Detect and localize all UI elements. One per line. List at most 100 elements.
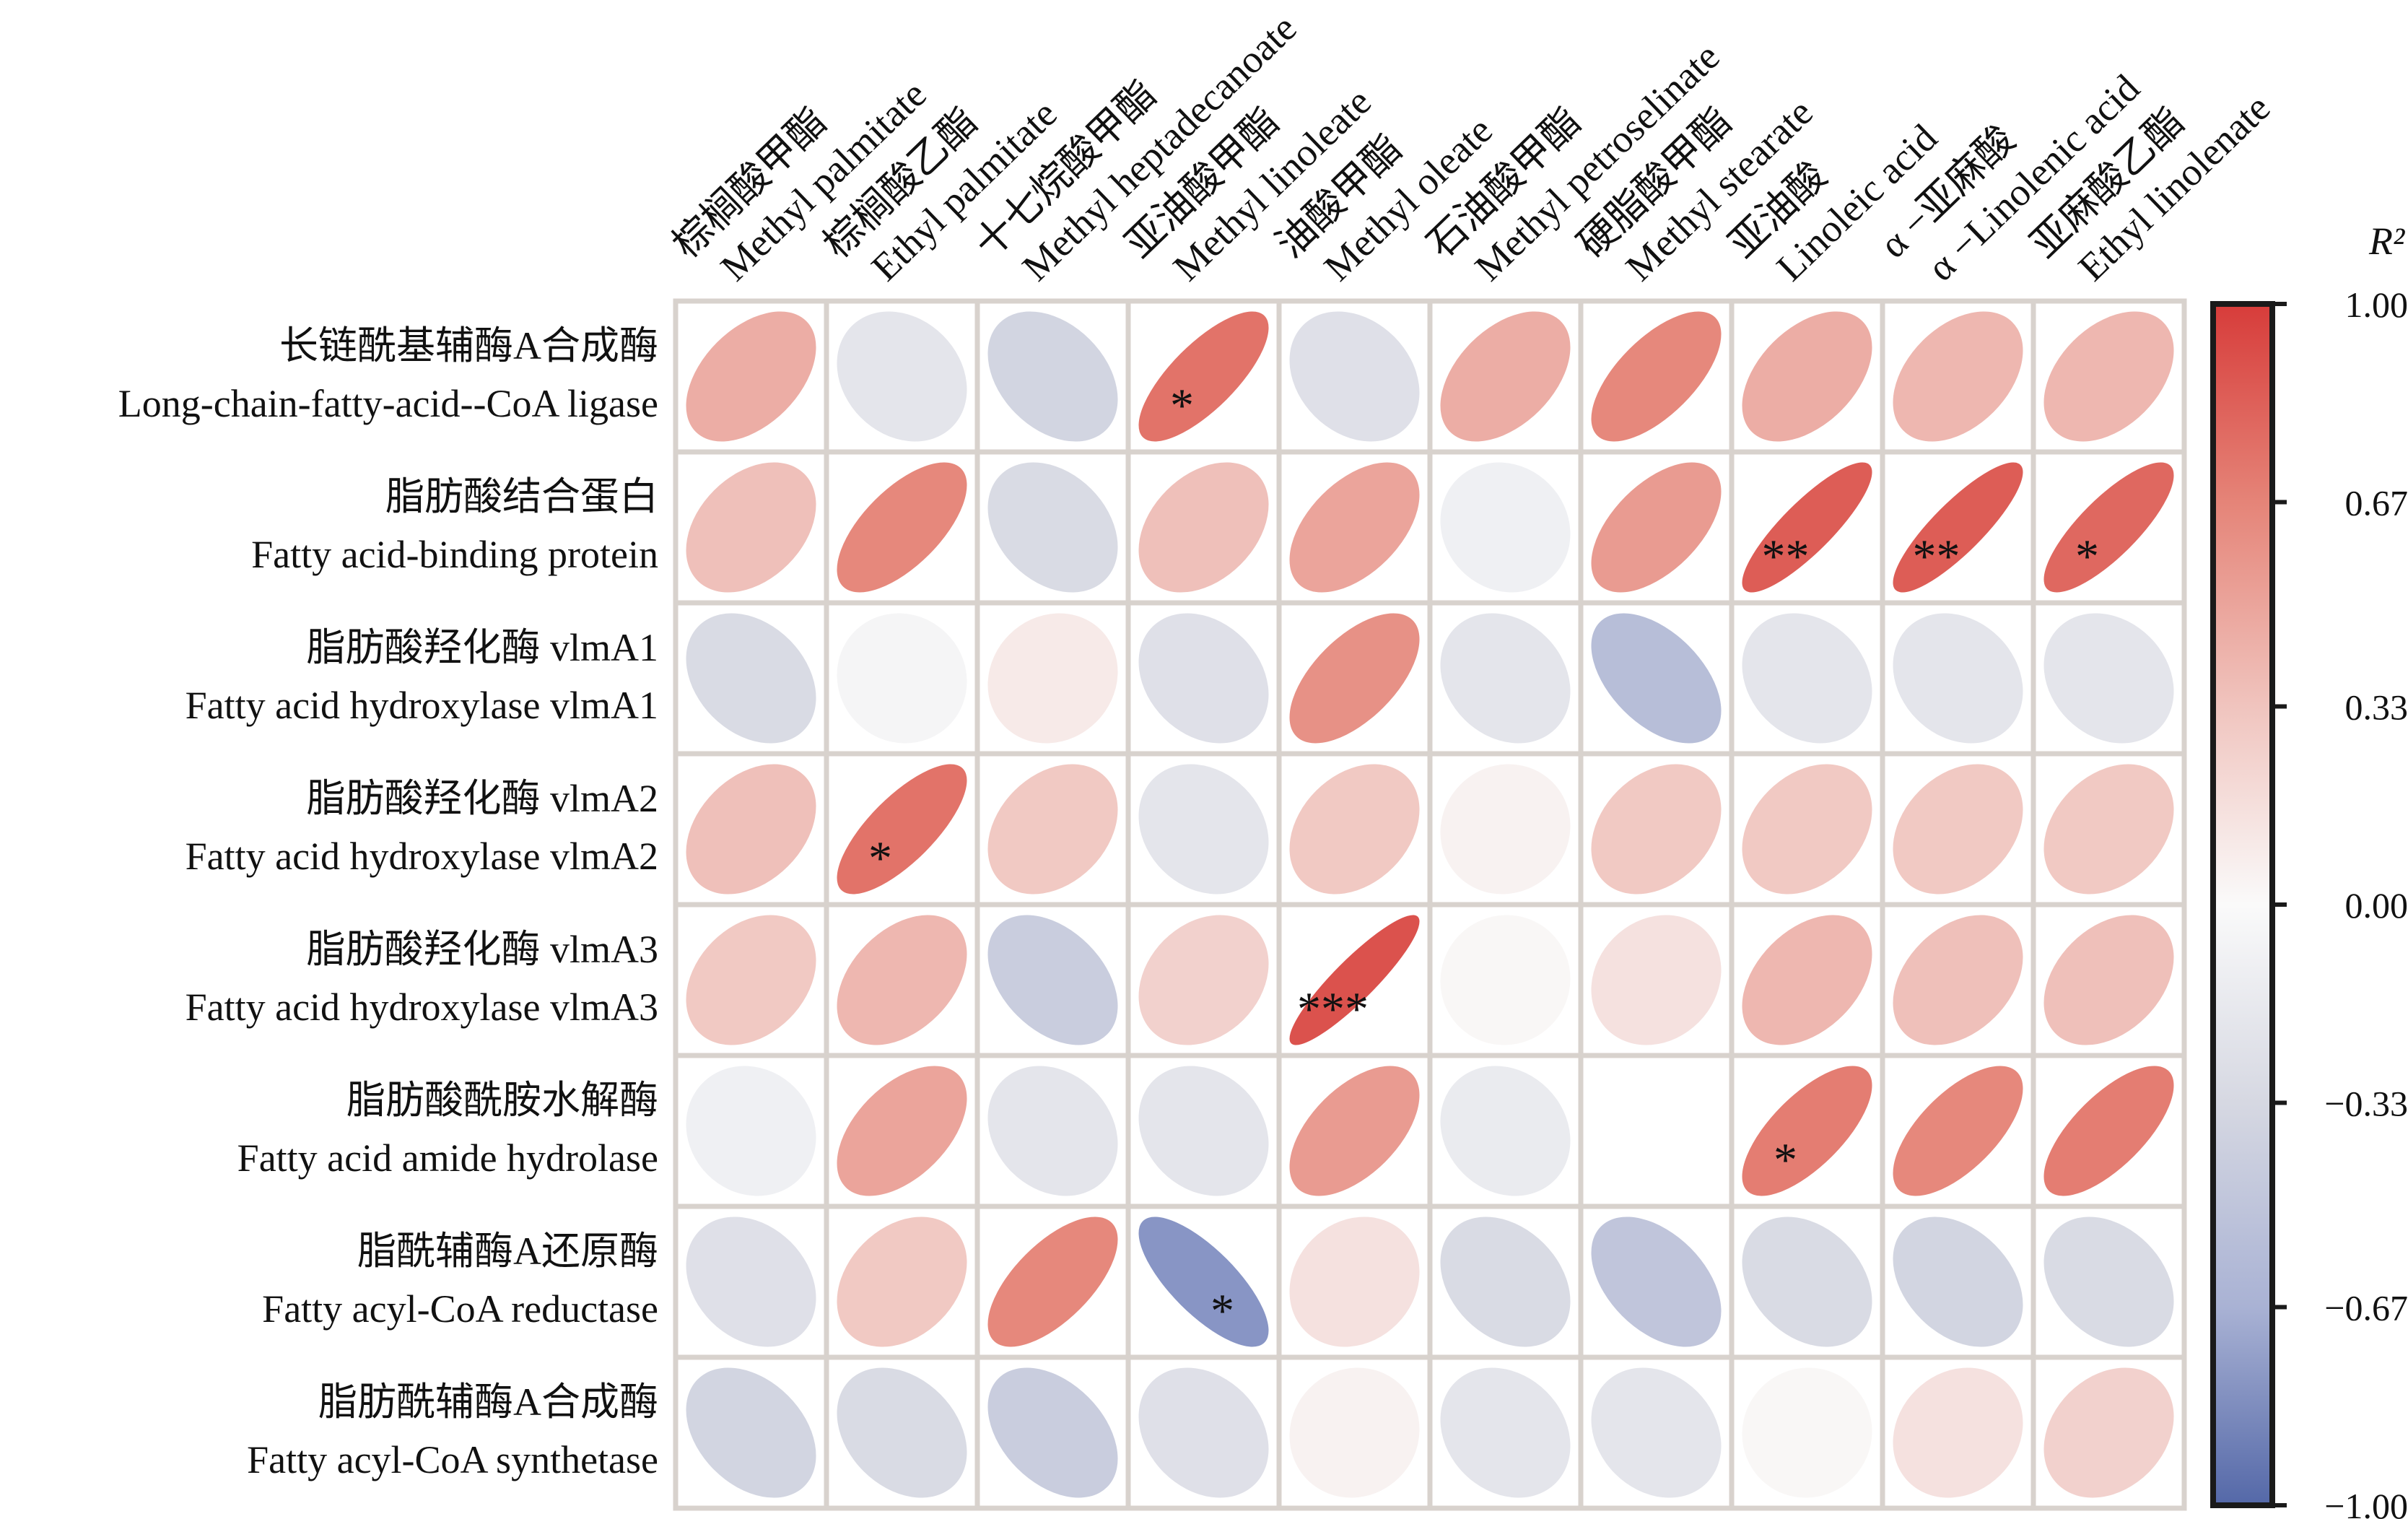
colorbar-tick-label: −0.33	[2324, 1084, 2408, 1124]
correlation-ellipse	[686, 1066, 816, 1196]
correlation-ellipse	[1440, 915, 1571, 1045]
colorbar-tick-label: 1.00	[2345, 284, 2408, 325]
correlation-ellipse	[1440, 764, 1571, 895]
colorbar-tick-label: −1.00	[2324, 1486, 2408, 1519]
correlation-ellipse	[987, 311, 1118, 442]
row-label-en: Fatty acid hydroxylase vlmA3	[186, 985, 658, 1029]
correlation-ellipse	[1289, 1066, 1420, 1196]
correlation-ellipse	[1138, 613, 1269, 744]
correlation-ellipse	[837, 764, 967, 895]
correlation-ellipse	[1742, 915, 1872, 1045]
correlation-ellipse	[987, 613, 1118, 744]
correlation-ellipse	[1591, 462, 1722, 593]
correlation-ellipse	[1440, 462, 1571, 593]
correlation-ellipse	[1742, 613, 1872, 744]
row-label-en: Fatty acid hydroxylase vlmA2	[186, 835, 658, 878]
row-label-en: Fatty acyl-CoA reductase	[262, 1287, 658, 1331]
row-label-en: Fatty acid amide hydrolase	[237, 1136, 658, 1180]
significance-marker: **	[1762, 531, 1810, 583]
correlation-ellipse	[2043, 1066, 2174, 1196]
row-label-zh: 脂肪酰辅酶A合成酶	[318, 1380, 658, 1424]
correlation-ellipse	[1138, 915, 1269, 1045]
correlation-ellipse	[2043, 311, 2174, 442]
correlation-ellipse	[1138, 1216, 1269, 1347]
row-label-zh: 脂肪酸羟化酶 vlmA1	[306, 626, 658, 669]
correlation-ellipse	[837, 311, 967, 442]
colorbar-tick-label: 0.33	[2345, 687, 2408, 727]
grid-cell	[2030, 1354, 2187, 1511]
significance-marker: *	[868, 832, 892, 885]
correlation-ellipse	[987, 1216, 1118, 1347]
correlation-ellipse	[1440, 613, 1571, 744]
correlation-ellipse	[1893, 915, 2023, 1045]
correlation-ellipse	[1289, 613, 1420, 744]
correlation-ellipse	[1591, 915, 1722, 1045]
correlation-ellipse	[1591, 613, 1722, 744]
correlation-ellipse	[2043, 613, 2174, 744]
correlation-ellipse	[1289, 764, 1420, 895]
correlation-ellipse	[837, 613, 967, 744]
correlation-ellipse	[686, 764, 816, 895]
correlation-ellipse	[1138, 311, 1269, 442]
correlation-ellipse	[987, 764, 1118, 895]
correlation-ellipse	[1591, 311, 1722, 442]
correlation-ellipse	[1893, 1216, 2023, 1347]
correlation-ellipse	[1440, 1066, 1571, 1196]
colorbar-label: R²	[2368, 219, 2405, 263]
correlation-ellipse	[2043, 764, 2174, 895]
correlation-ellipse	[686, 1367, 816, 1498]
correlation-ellipse	[1893, 1367, 2023, 1498]
colorbar: R² 1.00 0.67 0.33 0.00 −0.33 −0.67 −1.00	[2210, 219, 2408, 1519]
correlation-ellipse	[2043, 915, 2174, 1045]
row-labels: 长链酰基辅酶A合成酶 Long-chain-fatty-acid--CoA lig…	[118, 324, 658, 1481]
correlation-ellipse	[1289, 462, 1420, 593]
correlation-ellipse	[1440, 1367, 1571, 1498]
colorbar-tick-label: −0.67	[2324, 1287, 2408, 1328]
row-label-zh: 长链酰基辅酶A合成酶	[279, 324, 658, 367]
correlation-ellipse	[1138, 1066, 1269, 1196]
row-label-en: Fatty acyl-CoA synthetase	[247, 1438, 658, 1481]
correlation-ellipse	[1138, 462, 1269, 593]
significance-marker: **	[1913, 531, 1960, 583]
row-label-zh: 脂肪酸结合蛋白	[385, 475, 658, 518]
significance-marker: *	[1210, 1285, 1234, 1338]
row-label-zh: 脂肪酸羟化酶 vlmA2	[306, 777, 658, 820]
row-label-en: Long-chain-fatty-acid--CoA ligase	[118, 382, 658, 425]
correlation-ellipse	[1742, 1367, 1872, 1498]
correlation-ellipse	[1289, 1367, 1420, 1498]
correlation-ellipse	[837, 462, 967, 593]
colorbar-tick-label: 0.00	[2345, 885, 2408, 926]
correlation-ellipse	[1289, 311, 1420, 442]
correlation-ellipse	[987, 1367, 1118, 1498]
correlation-ellipse	[837, 915, 967, 1045]
correlation-ellipse	[1289, 1216, 1420, 1347]
significance-marker: ***	[1297, 983, 1369, 1036]
colorbar-tick-label: 0.67	[2345, 483, 2408, 523]
correlation-ellipse	[1742, 1216, 1872, 1347]
correlation-grid: *** ** *******	[673, 298, 2187, 1511]
row-label-zh: 脂肪酸酰胺水解酶	[346, 1079, 658, 1122]
correlation-ellipse	[2043, 1367, 2174, 1498]
correlation-ellipse	[686, 462, 816, 593]
correlation-ellipse	[686, 613, 816, 744]
significance-marker: *	[1774, 1134, 1797, 1187]
correlation-ellipse	[1591, 1367, 1722, 1498]
correlation-ellipse	[987, 915, 1118, 1045]
row-label-en: Fatty acid hydroxylase vlmA1	[186, 684, 658, 727]
correlation-ellipse	[987, 1066, 1118, 1196]
correlation-ellipse	[1742, 1066, 1872, 1196]
row-label-zh: 脂酰辅酶A还原酶	[357, 1229, 658, 1273]
significance-marker: *	[1170, 380, 1194, 432]
correlation-ellipse	[2043, 1216, 2174, 1347]
correlation-ellipse	[1138, 764, 1269, 895]
correlation-ellipse	[2043, 462, 2174, 593]
correlation-ellipse	[1591, 764, 1722, 895]
correlation-ellipse	[1440, 311, 1571, 442]
correlation-ellipse	[686, 311, 816, 442]
correlation-ellipse	[1138, 1367, 1269, 1498]
correlation-ellipse	[1742, 311, 1872, 442]
correlation-ellipse	[1591, 1216, 1722, 1347]
correlation-ellipse	[1893, 1066, 2023, 1196]
